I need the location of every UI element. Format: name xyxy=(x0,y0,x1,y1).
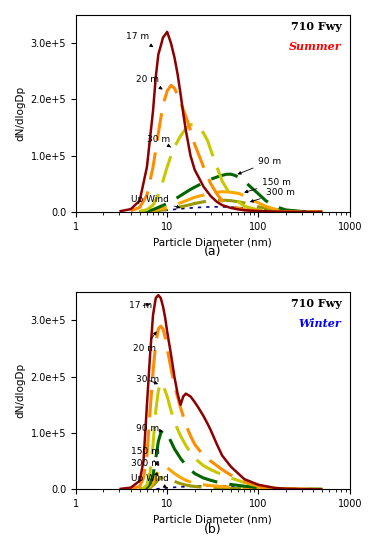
Text: 150 m: 150 m xyxy=(131,447,160,465)
Text: 150 m: 150 m xyxy=(245,178,291,193)
Text: 30 m: 30 m xyxy=(135,375,159,384)
Text: 30 m: 30 m xyxy=(147,135,171,147)
Y-axis label: dN/dlogDp: dN/dlogDp xyxy=(15,86,25,141)
Text: 300 m: 300 m xyxy=(251,188,294,202)
Text: 90 m: 90 m xyxy=(238,157,282,174)
Text: 710 Fwy: 710 Fwy xyxy=(291,298,342,309)
Text: Up Wind: Up Wind xyxy=(131,474,169,487)
Text: 20 m: 20 m xyxy=(133,332,156,353)
X-axis label: Particle Diameter (nm): Particle Diameter (nm) xyxy=(153,515,272,525)
Text: 90 m: 90 m xyxy=(135,424,162,433)
Text: 20 m: 20 m xyxy=(135,75,162,89)
Text: 710 Fwy: 710 Fwy xyxy=(291,21,342,32)
Text: 300 m: 300 m xyxy=(131,459,160,476)
Text: Up Wind: Up Wind xyxy=(131,195,180,208)
Text: 17 m: 17 m xyxy=(126,32,153,47)
Text: (b): (b) xyxy=(204,522,222,536)
Text: (a): (a) xyxy=(204,245,222,258)
Text: Winter: Winter xyxy=(299,318,342,329)
X-axis label: Particle Diameter (nm): Particle Diameter (nm) xyxy=(153,237,272,247)
Text: 17 m: 17 m xyxy=(129,301,152,310)
Y-axis label: dN/dlogDp: dN/dlogDp xyxy=(15,363,25,419)
Text: Summer: Summer xyxy=(289,41,342,52)
